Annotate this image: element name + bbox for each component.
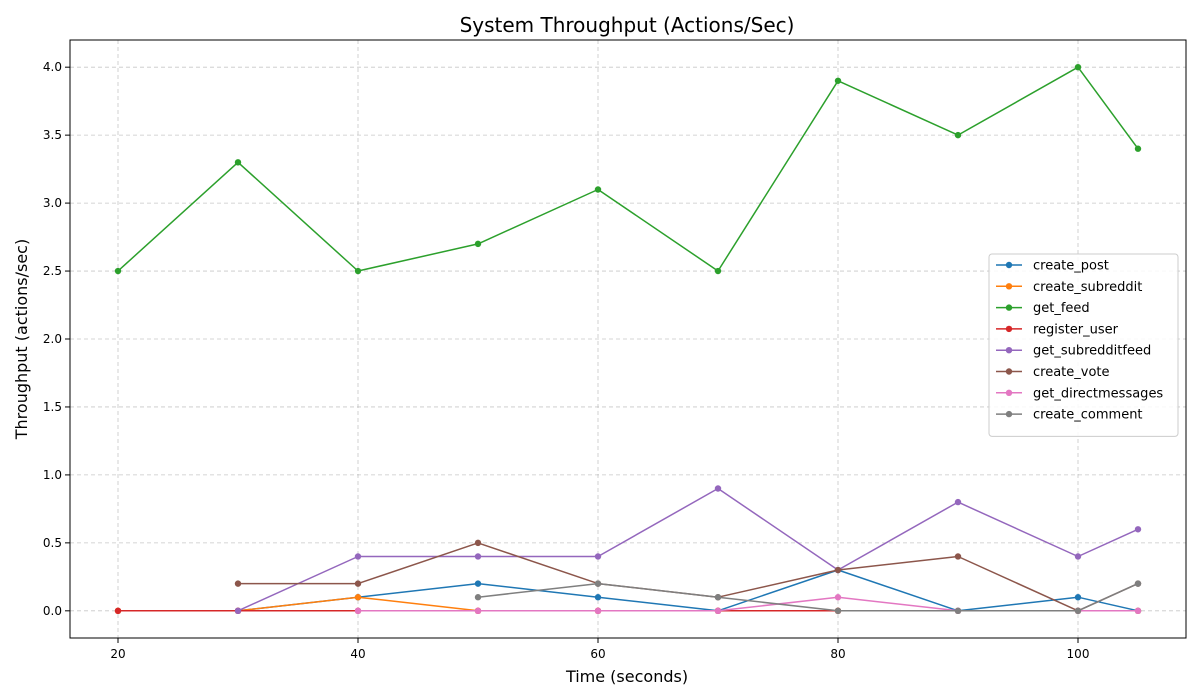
data-point — [954, 498, 962, 506]
data-point — [1134, 526, 1142, 533]
legend-label: create_subreddit — [1033, 280, 1142, 295]
data-point — [714, 607, 722, 615]
data-point — [114, 607, 122, 615]
y-tick-label: 0.5 — [43, 536, 62, 550]
data-point — [234, 159, 242, 166]
data-point — [594, 580, 602, 587]
legend-item: register_user — [996, 322, 1119, 337]
data-point — [954, 607, 962, 615]
legend-label: get_subredditfeed — [1033, 344, 1151, 359]
series-line — [238, 542, 1139, 612]
y-tick-label: 2.5 — [43, 264, 62, 278]
data-point — [834, 607, 842, 615]
legend-item: create_subreddit — [996, 280, 1142, 295]
legend: create_post create_subreddit get_feedregis… — [988, 253, 1179, 437]
data-point — [474, 607, 482, 615]
y-tick-label: 0.0 — [43, 604, 62, 618]
legend-swatch-marker — [1005, 389, 1013, 396]
data-point — [234, 607, 242, 615]
legend-swatch-marker — [1005, 347, 1013, 354]
legend-box — [988, 253, 1179, 437]
legend-swatch-marker — [1005, 410, 1013, 418]
y-tick-label: 2.0 — [43, 332, 62, 346]
data-point — [834, 594, 842, 601]
data-point — [1074, 63, 1082, 71]
legend-item: create_comment — [996, 408, 1143, 423]
legend-item: get_feed — [996, 301, 1090, 316]
legend-swatch-marker — [1005, 283, 1013, 290]
chart-title: System Throughput (Actions/Sec) — [460, 13, 795, 37]
x-tick-label: 20 — [110, 647, 125, 661]
series-lines — [114, 63, 1142, 615]
legend-label: create_post — [1033, 259, 1109, 274]
data-point — [954, 131, 962, 139]
y-tick-label: 4.0 — [43, 60, 62, 74]
data-point — [474, 594, 482, 601]
y-tick-label: 1.0 — [43, 468, 62, 482]
data-point — [474, 580, 482, 587]
legend-label: get_directmessages — [1033, 386, 1163, 401]
y-tick-label: 3.5 — [43, 128, 62, 142]
series-line — [118, 596, 1138, 612]
data-point — [594, 186, 602, 193]
series-line — [237, 487, 1139, 612]
data-point — [714, 594, 722, 601]
series-create-post — [234, 566, 1142, 615]
legend-label: create_comment — [1033, 408, 1143, 423]
data-point — [354, 580, 362, 587]
x-axis-label: Time (seconds) — [565, 667, 688, 686]
legend-label: create_vote — [1033, 365, 1110, 380]
y-tick-label: 1.5 — [43, 400, 62, 414]
x-axis-ticks: 20 40 60 80 100 — [110, 638, 1089, 661]
legend-swatch-marker — [1005, 368, 1013, 375]
data-point — [1074, 607, 1082, 615]
data-point — [594, 553, 602, 560]
data-point — [354, 553, 362, 560]
data-point — [114, 267, 122, 275]
data-point — [474, 240, 482, 248]
data-point — [594, 607, 602, 615]
data-point — [474, 539, 482, 547]
series-create-comment — [474, 580, 1142, 615]
x-tick-label: 60 — [590, 647, 605, 661]
data-point — [954, 553, 962, 560]
data-point — [474, 553, 482, 560]
data-point — [1134, 580, 1142, 587]
data-point — [714, 485, 722, 492]
legend-swatch-marker — [1005, 261, 1013, 269]
data-point — [234, 580, 242, 587]
y-tick-label: 3.0 — [43, 196, 62, 210]
legend-item: get_directmessages — [996, 386, 1163, 401]
data-point — [354, 267, 362, 275]
data-point — [1134, 145, 1142, 152]
grid — [70, 40, 1186, 638]
series-line — [117, 66, 1139, 272]
legend-item: create_vote — [996, 365, 1110, 380]
legend-swatch-marker — [1005, 325, 1013, 333]
data-point — [714, 267, 722, 275]
series-get-subredditfeed — [234, 485, 1142, 615]
data-point — [354, 607, 362, 615]
series-get-feed — [114, 63, 1142, 275]
legend-label: get_feed — [1033, 301, 1090, 316]
x-tick-label: 40 — [350, 647, 365, 661]
series-line — [477, 582, 1139, 612]
data-point — [834, 77, 842, 84]
legend-item: create_post — [996, 259, 1109, 274]
legend-label: register_user — [1033, 322, 1119, 337]
data-point — [594, 594, 602, 601]
y-axis-ticks: 0.0 0.5 1.0 1.5 2.0 2.5 3.0 3.5 4.0 — [43, 60, 70, 618]
legend-item: get_subredditfeed — [996, 344, 1151, 359]
data-point — [834, 566, 842, 574]
data-point — [1134, 607, 1142, 615]
data-point — [1074, 594, 1082, 601]
data-point — [1074, 553, 1082, 560]
series-create-vote — [234, 539, 1142, 615]
y-axis-label: Throughput (actions/sec) — [12, 239, 31, 440]
data-point — [354, 594, 362, 601]
x-tick-label: 80 — [830, 647, 845, 661]
legend-swatch-marker — [1005, 304, 1013, 311]
x-tick-label: 100 — [1067, 647, 1090, 661]
